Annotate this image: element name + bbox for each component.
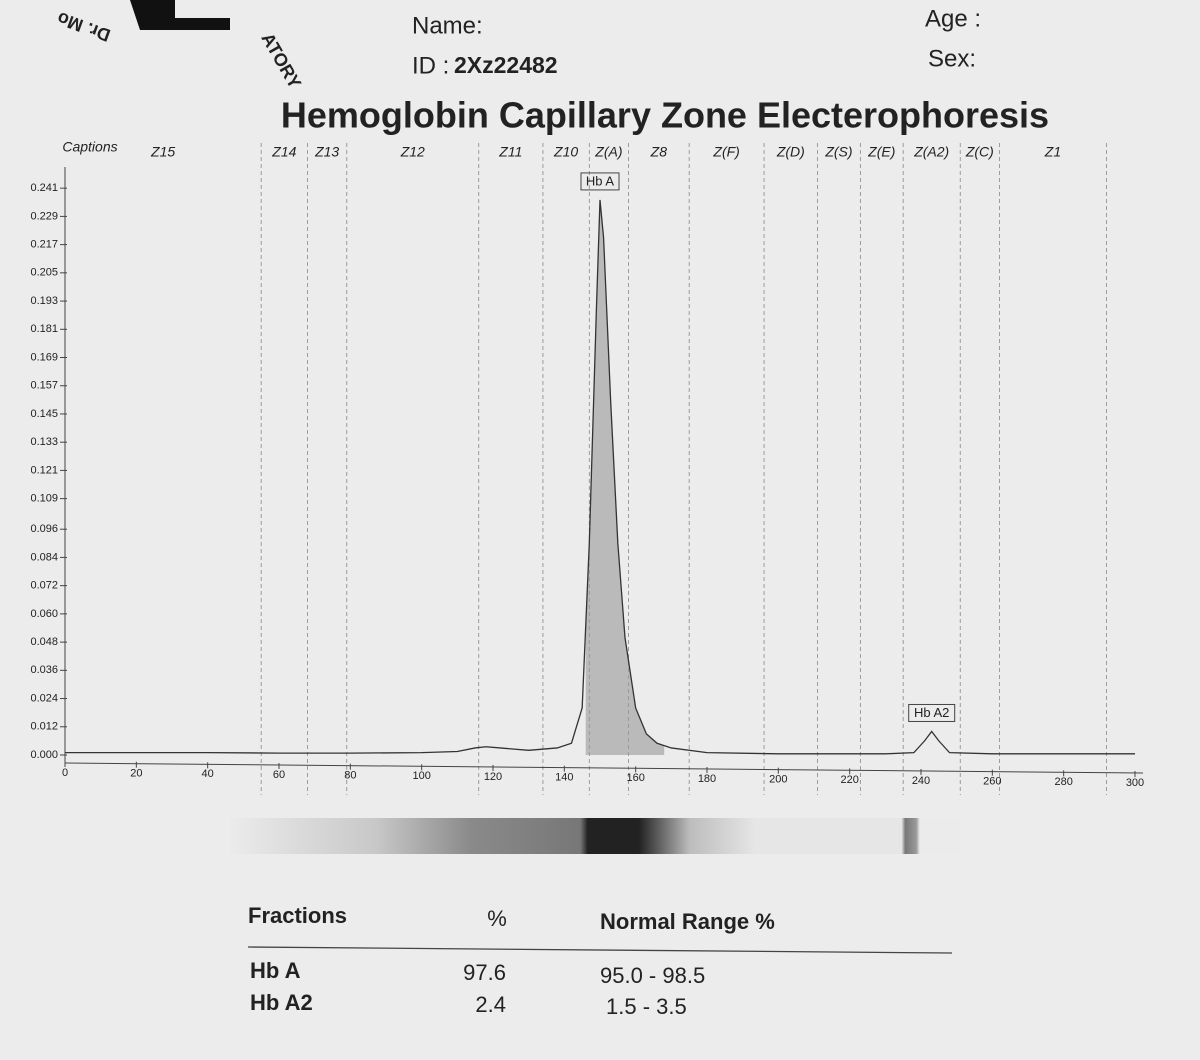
x-tick-label: 220 bbox=[840, 774, 858, 786]
y-tick-label: 0.000 bbox=[30, 749, 58, 761]
x-tick-label: 180 bbox=[698, 773, 716, 785]
gel-strip bbox=[230, 818, 960, 854]
y-tick-label: 0.096 bbox=[30, 523, 58, 535]
zone-label: Z13 bbox=[314, 144, 339, 160]
y-tick-label: 0.084 bbox=[30, 551, 58, 563]
x-tick-label: 240 bbox=[912, 775, 930, 787]
x-tick-label: 80 bbox=[344, 770, 356, 782]
zone-label: Z(A2) bbox=[913, 144, 949, 160]
x-tick-label: 20 bbox=[130, 768, 142, 780]
zone-label: Z8 bbox=[650, 144, 668, 160]
zone-label: Z(S) bbox=[824, 144, 852, 160]
table-header: Fractions bbox=[248, 903, 347, 928]
x-tick-label: 60 bbox=[273, 769, 285, 781]
table-cell: 2.4 bbox=[475, 992, 506, 1017]
zone-label: Z15 bbox=[150, 144, 175, 160]
x-tick-label: 160 bbox=[626, 772, 644, 784]
peak-label: Hb A bbox=[586, 173, 615, 188]
x-tick-label: 260 bbox=[983, 776, 1001, 788]
table-cell: Hb A bbox=[250, 958, 301, 983]
y-tick-label: 0.217 bbox=[30, 239, 58, 251]
zone-label: Z(C) bbox=[965, 144, 994, 160]
zone-label: Z14 bbox=[271, 144, 296, 160]
y-tick-label: 0.024 bbox=[30, 692, 58, 704]
y-tick-label: 0.193 bbox=[30, 295, 58, 307]
y-tick-label: 0.109 bbox=[30, 493, 58, 505]
id-label: ID : bbox=[412, 52, 449, 79]
x-tick-label: 40 bbox=[202, 768, 214, 780]
table-header: % bbox=[487, 906, 507, 931]
x-tick-label: 120 bbox=[484, 771, 502, 783]
age-label: Age : bbox=[925, 5, 981, 32]
id-value: 2Xz22482 bbox=[454, 52, 558, 78]
peak-fill bbox=[585, 199, 665, 756]
x-axis bbox=[64, 762, 1144, 774]
zone-label: Z11 bbox=[498, 144, 522, 160]
y-tick-label: 0.060 bbox=[30, 608, 58, 620]
chart-title: Hemoglobin Capillary Zone Electerophores… bbox=[281, 95, 1049, 136]
peak-label-box bbox=[908, 703, 956, 722]
trace bbox=[65, 199, 1135, 755]
y-tick-label: 0.133 bbox=[30, 436, 58, 448]
table-cell: 97.6 bbox=[463, 960, 506, 985]
y-tick-label: 0.157 bbox=[30, 380, 58, 392]
peak-label-box bbox=[580, 172, 620, 191]
peak-label: Hb A2 bbox=[914, 705, 949, 720]
y-tick-label: 0.169 bbox=[30, 351, 58, 363]
name-label: Name: bbox=[412, 12, 483, 39]
x-tick-label: 100 bbox=[412, 770, 430, 782]
y-tick-label: 0.205 bbox=[30, 267, 58, 279]
x-tick-label: 300 bbox=[1126, 777, 1144, 789]
y-tick-label: 0.229 bbox=[30, 210, 58, 222]
zone-label: Z(E) bbox=[867, 144, 895, 160]
y-tick-label: 0.072 bbox=[30, 580, 58, 592]
zone-label: Z(A) bbox=[594, 144, 622, 160]
table-cell: Hb A2 bbox=[250, 990, 313, 1015]
y-tick-label: 0.145 bbox=[30, 408, 58, 420]
y-tick-label: 0.036 bbox=[30, 664, 58, 676]
zone-label: Z(F) bbox=[712, 144, 739, 160]
x-tick-label: 280 bbox=[1054, 776, 1072, 788]
x-tick-label: 200 bbox=[769, 774, 787, 786]
y-tick-label: 0.048 bbox=[30, 636, 58, 648]
y-tick-label: 0.241 bbox=[30, 182, 58, 194]
table-cell: 95.0 - 98.5 bbox=[600, 963, 705, 988]
x-tick-label: 0 bbox=[62, 767, 68, 779]
y-tick-label: 0.012 bbox=[30, 721, 58, 733]
table-cell: 1.5 - 3.5 bbox=[606, 994, 687, 1019]
table-rule bbox=[247, 946, 953, 954]
zone-label: Z12 bbox=[400, 144, 425, 160]
x-tick-label: 140 bbox=[555, 772, 573, 784]
logo-shape bbox=[130, 0, 230, 30]
y-tick-label: 0.181 bbox=[30, 323, 58, 335]
table-header: Normal Range % bbox=[600, 909, 775, 934]
zone-label: Z(D) bbox=[776, 144, 805, 160]
y-tick-label: 0.121 bbox=[30, 464, 58, 476]
sex-label: Sex: bbox=[928, 45, 976, 72]
zone-label: Z10 bbox=[553, 144, 578, 160]
caption-label: Captions bbox=[62, 139, 117, 155]
zone-label: Z1 bbox=[1044, 144, 1061, 160]
